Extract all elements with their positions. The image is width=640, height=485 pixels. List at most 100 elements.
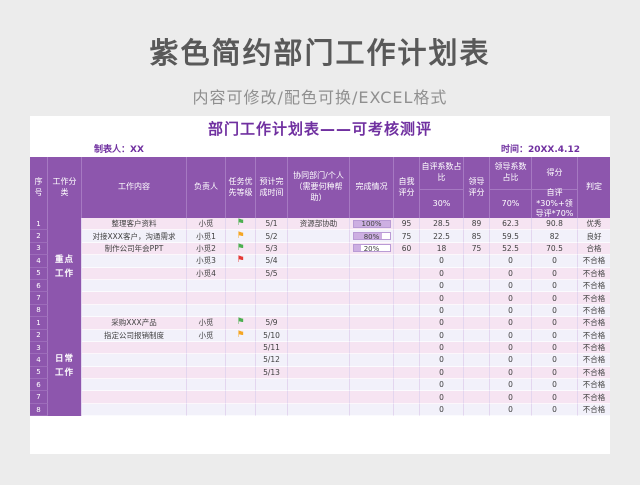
self-weighted-cell: 0 [420,403,464,417]
owner-cell [187,279,226,293]
total-score-cell: 0 [532,329,578,342]
due-date-cell [256,391,288,404]
self-weighted-cell: 22.5 [420,230,464,243]
self-weighted-cell: 0 [420,354,464,367]
owner-cell: 小觅 [187,317,226,330]
collab-cell [288,403,350,417]
leader-score-cell [464,267,490,280]
owner-cell [187,304,226,318]
progress-cell [350,341,394,355]
col-header-leader-score: 领导评分 [464,157,490,218]
total-score-cell: 0 [532,341,578,355]
col-header-priority: 任务优先等级 [226,157,256,218]
green-flag-icon: ⚑ [236,218,245,229]
collab-cell: 资源部协助 [288,218,350,231]
priority-cell: ⚑ [226,242,256,256]
priority-cell [226,354,256,367]
verdict-cell: 不合格 [578,280,610,293]
priority-cell [226,267,256,280]
progress-bar-fill [353,233,383,240]
table-body: 1 2 3 4 5 6 7 8 重点 工作 整理客户资料 小觅 ⚑ 5/1 资源部协助 100% 95 28.5… [30,218,610,417]
verdict-cell: 不合格 [578,342,610,355]
owner-cell [187,366,226,380]
leader-weighted-cell: 0 [490,354,532,367]
verdict-cell: 不合格 [578,354,610,367]
red-flag-icon: ⚑ [236,255,245,266]
table-row: 对接XXX客户，沟通需求 小觅1 ⚑ 5/2 80% 75 22.5 85 59.5 82 良好 [82,230,610,243]
verdict-cell: 优秀 [578,218,610,231]
owner-cell [187,379,226,392]
leader-weighted-cell: 0 [490,292,532,305]
seq-cell: 3 [30,341,48,355]
leader-weighted-cell: 0 [490,317,532,330]
seq-cell: 4 [30,255,48,268]
seq-cell: 6 [30,379,48,392]
leader-weighted-cell: 0 [490,341,532,355]
total-score-cell: 0 [532,354,578,367]
progress-cell [350,379,394,392]
table-row: 指定公司报销制度 小觅 ⚑ 5/10 0 0 0 不合格 [82,329,610,342]
verdict-cell: 不合格 [578,317,610,330]
self-weighted-cell: 0 [420,304,464,318]
total-score-cell: 0 [532,304,578,318]
collab-cell [288,255,350,268]
task-content-cell: 指定公司报销制度 [82,329,187,342]
table-row: 5/13 0 0 0 不合格 [82,366,610,380]
self-weight-label: 自评系数占比 [420,157,463,190]
col-header-self-weight: 自评系数占比 30% [420,157,464,218]
progress-cell: 80% [350,230,394,243]
due-date-cell: 5/3 [256,242,288,256]
leader-weighted-cell: 0 [490,279,532,293]
priority-cell: ⚑ [226,329,256,342]
due-date-cell [256,403,288,417]
col-header-leader-weight: 领导系数占比 70% [490,157,532,218]
table-row: 0 0 0 不合格 [82,279,610,293]
col-header-owner: 负责人 [187,157,226,218]
task-content-cell [82,304,187,318]
leader-weighted-cell: 0 [490,267,532,280]
self-score-cell [394,279,420,293]
self-weighted-cell: 0 [420,279,464,293]
total-score-cell: 0 [532,279,578,293]
due-date-cell [256,379,288,392]
score-label: 得分 [532,157,577,190]
due-date-cell: 5/12 [256,354,288,367]
self-score-cell [394,255,420,268]
leader-score-cell: 89 [464,218,490,231]
priority-cell: ⚑ [226,230,256,243]
sheet-meta-row: 制表人：XX 时间：20XX.4.12 [30,140,610,157]
task-content-cell: 对接XXX客户，沟通需求 [82,230,187,243]
seq-cell: 2 [30,230,48,243]
spreadsheet-card: 部门工作计划表——可考核测评 制表人：XX 时间：20XX.4.12 序号 工作… [30,116,610,454]
progress-label: 100% [361,220,382,229]
task-content-cell [82,341,187,355]
seq-cell: 1 [30,317,48,330]
verdict-cell: 不合格 [578,391,610,404]
leader-score-cell [464,341,490,355]
verdict-cell: 合格 [578,243,610,256]
self-weighted-cell: 0 [420,341,464,355]
leader-score-cell [464,379,490,392]
collab-cell [288,292,350,305]
collab-cell [288,279,350,293]
progress-cell [350,304,394,318]
work-group: 1 2 3 4 5 6 7 8 重点 工作 整理客户资料 小觅 ⚑ 5/1 资源部协助 100% 95 28.5… [30,218,610,318]
priority-cell [226,403,256,417]
owner-cell [187,354,226,367]
task-content-cell [82,403,187,417]
total-score-cell: 82 [532,230,578,243]
progress-cell: 20% [350,242,394,256]
leader-weighted-cell: 59.5 [490,230,532,243]
progress-bar: 80% [352,232,391,241]
self-score-cell: 60 [394,242,420,256]
total-score-cell: 0 [532,317,578,330]
due-date-cell: 5/2 [256,230,288,243]
score-formula: 自评*30%+领导评*70% [535,187,574,219]
orange-flag-icon: ⚑ [236,230,245,241]
task-content-cell [82,379,187,392]
leader-weighted-cell: 52.5 [490,242,532,256]
green-flag-icon: ⚑ [236,242,245,253]
col-header-seq: 序号 [30,157,48,218]
